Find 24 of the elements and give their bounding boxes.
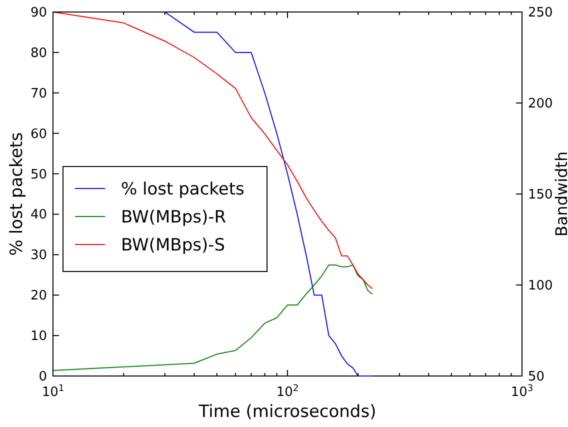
x-tick-label: 10$^{1}$	[42, 384, 64, 400]
legend-label: % lost packets	[121, 180, 245, 200]
y2-tick-label: 150	[528, 188, 553, 202]
y-axis-title: % lost packets	[7, 132, 27, 256]
y-tick-label: 80	[30, 46, 47, 61]
legend-label: BW(MBps)-R	[121, 208, 226, 228]
y2-tick-label: 100	[528, 278, 553, 294]
y-tick-label: 10	[30, 329, 47, 344]
y2-tick-label: 50	[528, 370, 545, 384]
y-tick-label: 30	[30, 248, 47, 264]
x-tick-label: 10$^{2}$	[276, 384, 299, 400]
legend-label: BW(MBps)-S	[121, 236, 226, 256]
y-tick-label: 70	[30, 86, 47, 102]
y-tick-label: 90	[30, 6, 47, 20]
y-tick-label: 50	[30, 167, 47, 182]
x-axis-title: Time (microseconds)	[198, 402, 376, 422]
y2-tick-label: 250	[528, 6, 553, 20]
y-tick-label: 20	[30, 288, 47, 304]
y-tick-label: 0	[38, 370, 47, 384]
y-tick-label: 60	[30, 126, 47, 142]
y2-tick-label: 200	[528, 96, 553, 112]
x-tick-label: 10$^{3}$	[510, 384, 534, 400]
y-tick-label: 40	[30, 208, 47, 223]
y2-axis-title: Bandwidth	[552, 151, 568, 237]
